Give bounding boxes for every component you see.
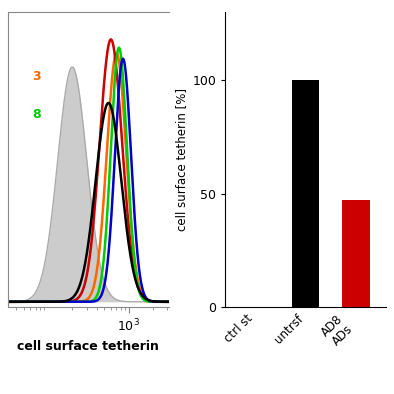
Y-axis label: cell surface tetherin [%]: cell surface tetherin [%] [175, 88, 188, 231]
Bar [342, 201, 370, 307]
Text: 8: 8 [32, 108, 41, 121]
X-axis label: cell surface tetherin: cell surface tetherin [17, 340, 159, 353]
Bar [292, 80, 320, 307]
Text: 3: 3 [32, 70, 41, 83]
